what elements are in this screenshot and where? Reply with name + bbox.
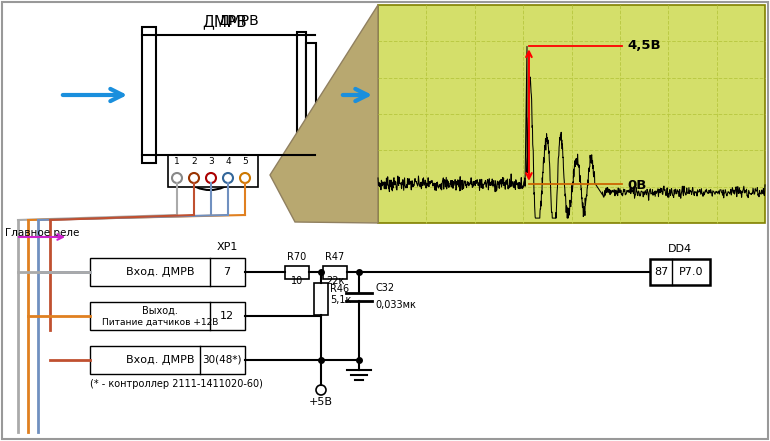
Text: 4,5В: 4,5В <box>628 39 661 52</box>
Bar <box>142 27 156 163</box>
Circle shape <box>189 173 199 183</box>
Text: ХР1: ХР1 <box>216 242 238 252</box>
Circle shape <box>223 173 233 183</box>
Bar <box>314 283 328 315</box>
Bar <box>650 259 710 285</box>
Text: Главное реле: Главное реле <box>5 228 79 238</box>
Text: Вход. ДМРВ: Вход. ДМРВ <box>126 267 194 277</box>
Text: P7.0: P7.0 <box>678 267 703 277</box>
Text: 87: 87 <box>654 267 668 277</box>
Text: 5: 5 <box>242 157 248 167</box>
Text: 4: 4 <box>225 157 231 167</box>
Bar <box>306 43 316 147</box>
Bar <box>285 265 309 279</box>
Text: R46: R46 <box>330 284 349 294</box>
Text: 10: 10 <box>291 277 303 287</box>
Text: 0В: 0В <box>628 179 647 192</box>
Bar <box>90 258 245 286</box>
Text: +5В: +5В <box>309 397 333 407</box>
Text: R70: R70 <box>287 253 306 262</box>
Text: C32: C32 <box>375 283 394 293</box>
Text: 22к: 22к <box>326 277 344 287</box>
Polygon shape <box>270 5 378 223</box>
Circle shape <box>316 385 326 395</box>
Text: Питание датчиков +12В: Питание датчиков +12В <box>102 318 218 326</box>
Bar <box>90 346 245 374</box>
Bar <box>90 302 245 330</box>
Text: ДМРВ: ДМРВ <box>218 13 259 27</box>
Text: 30(48*): 30(48*) <box>203 355 242 365</box>
Text: 7: 7 <box>223 267 230 277</box>
Bar <box>378 5 765 223</box>
Text: 12: 12 <box>220 311 234 321</box>
Text: Выход.: Выход. <box>142 306 178 316</box>
Text: 1: 1 <box>174 157 180 167</box>
Text: R47: R47 <box>326 253 345 262</box>
Text: Вход. ДМРВ: Вход. ДМРВ <box>126 355 194 365</box>
Wedge shape <box>175 155 245 190</box>
Text: (* - контроллер 2111-1411020-60): (* - контроллер 2111-1411020-60) <box>90 379 263 389</box>
Circle shape <box>206 173 216 183</box>
Bar <box>168 155 258 187</box>
Bar <box>323 265 347 279</box>
Text: ДМРВ: ДМРВ <box>203 15 247 30</box>
Text: 2: 2 <box>191 157 197 167</box>
Circle shape <box>172 173 182 183</box>
Text: DD4: DD4 <box>668 244 692 254</box>
Text: 0,033мк: 0,033мк <box>375 300 416 310</box>
Circle shape <box>240 173 250 183</box>
Bar <box>297 32 306 158</box>
Text: 3: 3 <box>208 157 214 167</box>
Text: 5,1к: 5,1к <box>330 295 351 305</box>
